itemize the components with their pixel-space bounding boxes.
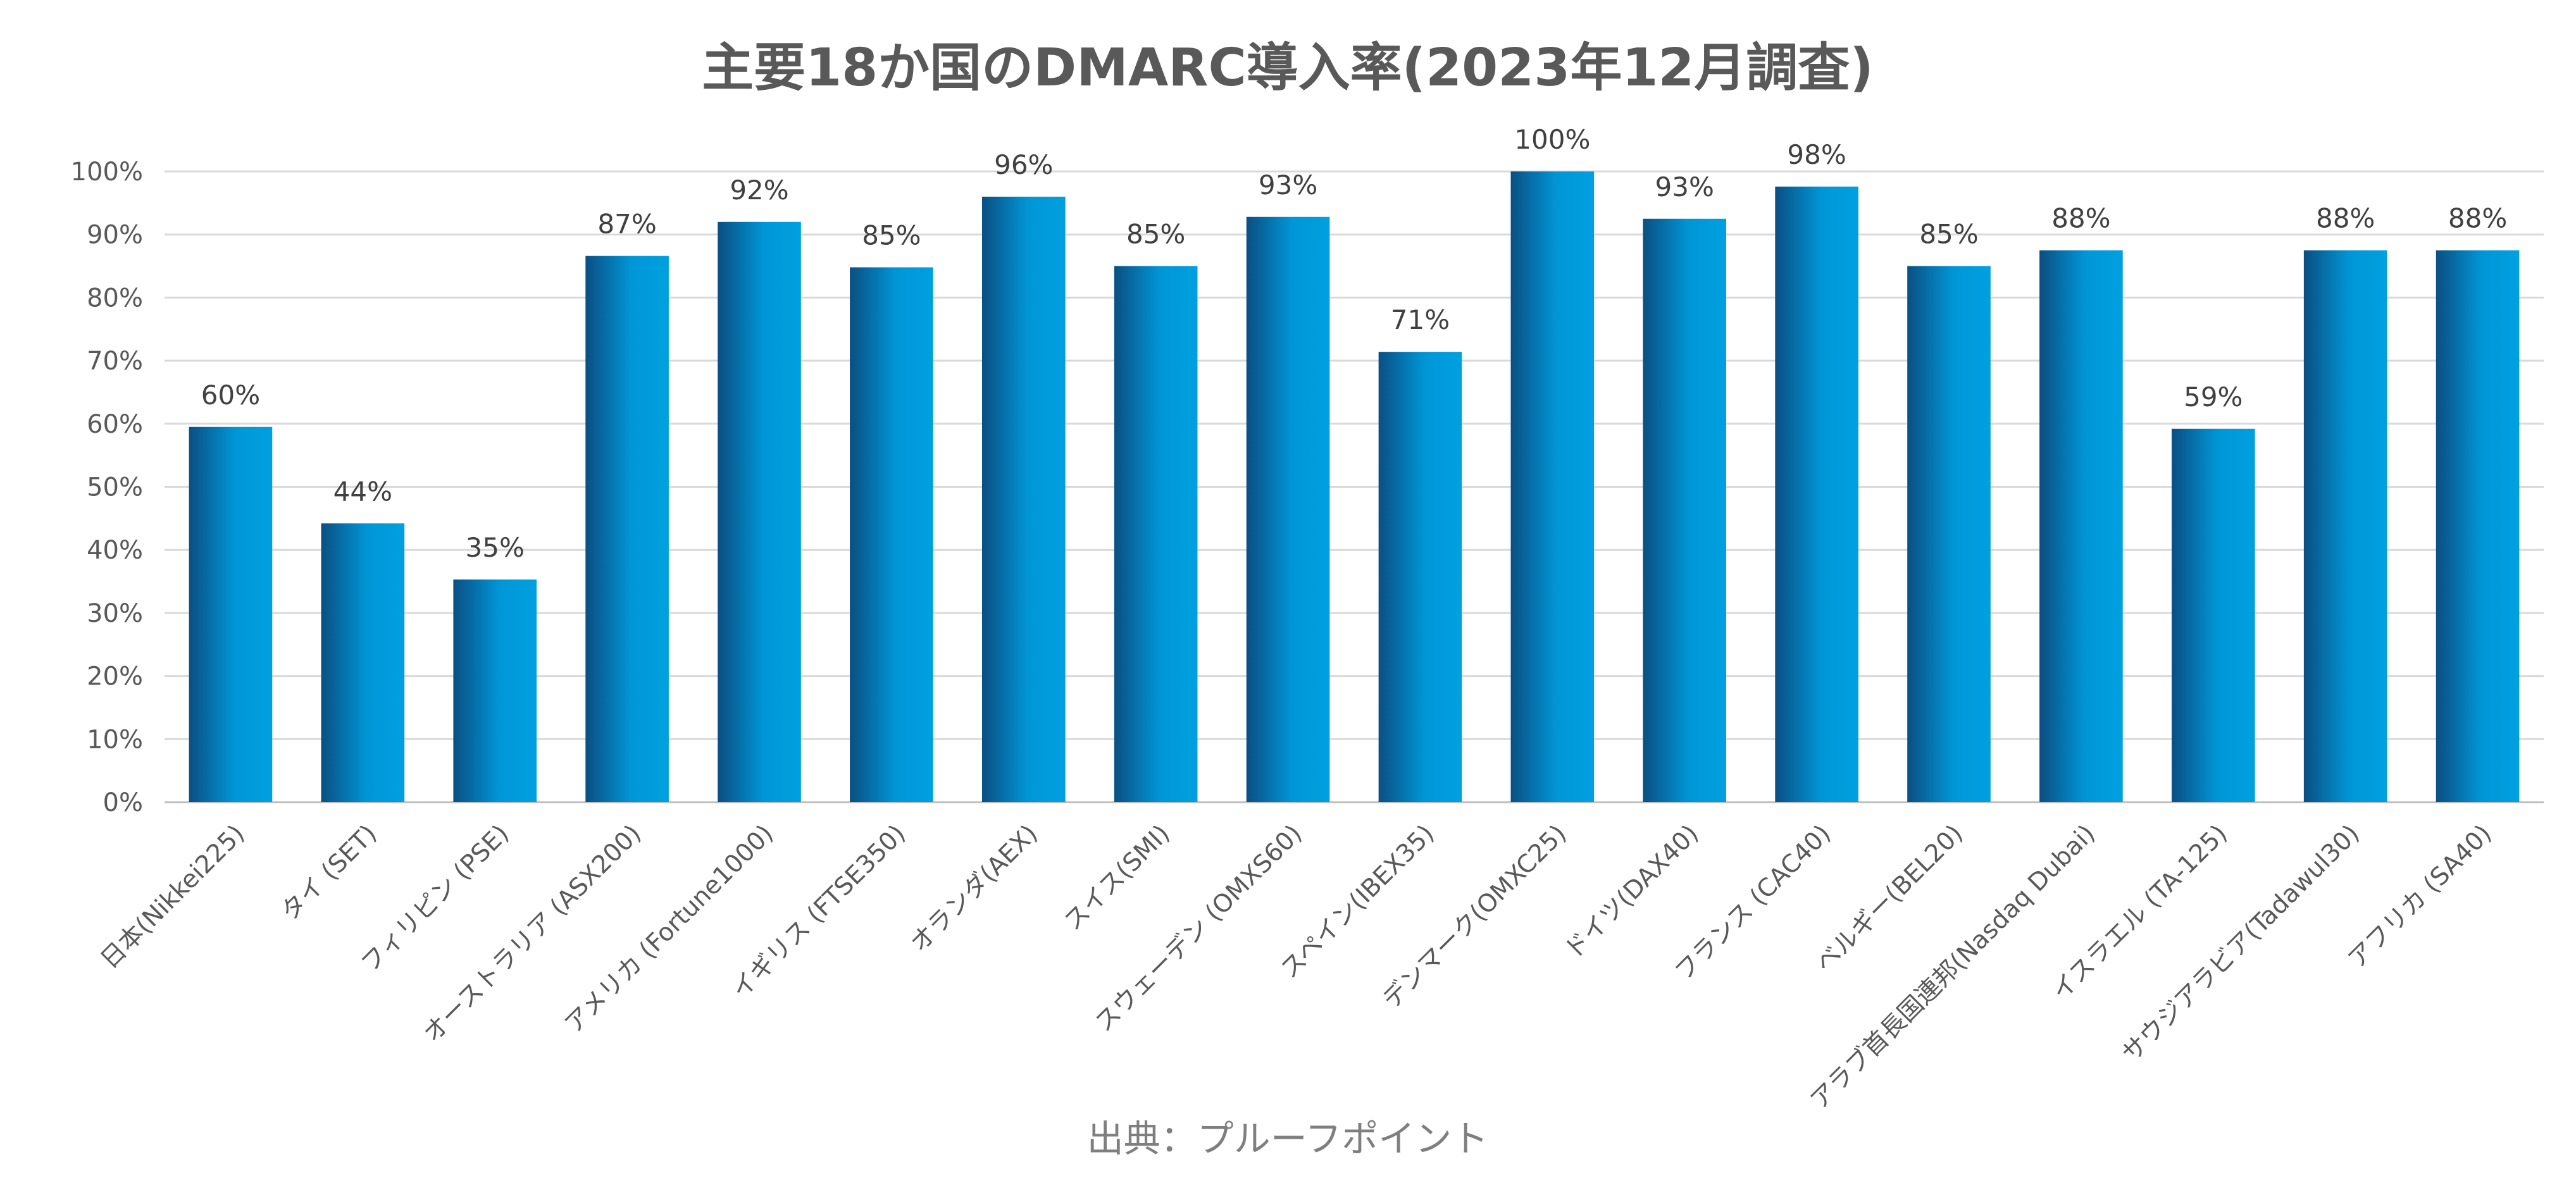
- y-tick-label: 0%: [103, 788, 143, 817]
- bar: [718, 221, 801, 802]
- gridlines: [165, 170, 2544, 803]
- category-label: ベルギー(BEL20): [1810, 819, 1969, 977]
- y-tick-label: 80%: [87, 283, 143, 313]
- category-label: タイ (SET): [275, 819, 382, 926]
- category-label: 日本(Nikkei225): [96, 819, 251, 974]
- y-tick-label: 70%: [87, 347, 143, 376]
- data-label: 59%: [2184, 381, 2243, 412]
- bar: [1643, 218, 1727, 802]
- data-label: 60%: [201, 380, 260, 411]
- bar: [2303, 250, 2387, 802]
- category-label: オーストラリア (ASX200): [418, 819, 647, 1048]
- y-tick-label: 10%: [87, 725, 143, 754]
- data-label: 88%: [2448, 203, 2507, 234]
- bar: [850, 267, 933, 802]
- y-tick-label: 50%: [87, 473, 143, 502]
- y-tick-label: 100%: [71, 158, 143, 187]
- y-tick-label: 40%: [87, 536, 143, 565]
- data-label: 35%: [466, 532, 525, 563]
- data-label: 100%: [1514, 124, 1590, 155]
- bar: [1907, 266, 1991, 802]
- category-label: オランダ(AEX): [905, 819, 1043, 958]
- bar: [1510, 171, 1595, 802]
- y-tick-label: 20%: [87, 662, 143, 691]
- data-label: 87%: [597, 209, 656, 240]
- x-axis-categories: 日本(Nikkei225) タイ (SET)フィリピン (PSE)オーストラリア …: [96, 819, 2498, 1115]
- bar: [189, 426, 273, 802]
- data-label: 85%: [1126, 219, 1185, 250]
- bar: [2171, 428, 2255, 802]
- data-label: 98%: [1787, 139, 1846, 170]
- y-tick-label: 30%: [87, 599, 143, 628]
- bar: [1378, 352, 1462, 802]
- y-axis-ticks: 0% 10% 20% 30% 40% 50% 60% 70% 80% 90% 100%: [71, 158, 143, 817]
- data-label: 93%: [1259, 170, 1317, 201]
- category-label: アメリカ (Fortune1000): [559, 819, 779, 1039]
- bar: [453, 579, 537, 802]
- category-label: ドイツ(DAX40): [1559, 819, 1705, 965]
- y-tick-label: 60%: [87, 410, 143, 439]
- bars: [189, 171, 2520, 803]
- data-label: 44%: [333, 476, 392, 507]
- bar: [2039, 250, 2123, 802]
- bar: [1246, 216, 1330, 802]
- bar: [1775, 186, 1858, 803]
- category-label: スイス(SMI): [1059, 819, 1176, 936]
- bar: [981, 196, 1066, 802]
- data-label: 85%: [1919, 219, 1978, 250]
- chart-title: 主要18か国のDMARC導入率(2023年12月調査): [702, 38, 1874, 98]
- y-tick-label: 90%: [87, 221, 143, 250]
- bar: [585, 256, 669, 802]
- source-note: 出典：プルーフポイント: [1087, 1117, 1489, 1160]
- bar: [321, 523, 405, 802]
- data-label: 93%: [1655, 171, 1714, 202]
- bar: [2436, 250, 2520, 802]
- data-label: 92%: [730, 175, 788, 206]
- category-label: サウジアラビア(Tadawul30): [2117, 819, 2365, 1068]
- category-label: アラブ首長国連邦(Nasdaq Dubai): [1805, 819, 2101, 1115]
- bar: [1114, 266, 1198, 802]
- data-label: 71%: [1391, 304, 1450, 335]
- data-label: 88%: [2316, 203, 2375, 234]
- data-label: 96%: [994, 149, 1053, 180]
- category-label: アフリカ (SA40): [2343, 819, 2497, 974]
- data-label: 88%: [2051, 203, 2110, 234]
- data-labels: 60% 44% 35% 87% 92% 85% 96% 85% 93% 71% 100% 93% 98%…: [201, 124, 2507, 563]
- data-label: 85%: [862, 220, 921, 251]
